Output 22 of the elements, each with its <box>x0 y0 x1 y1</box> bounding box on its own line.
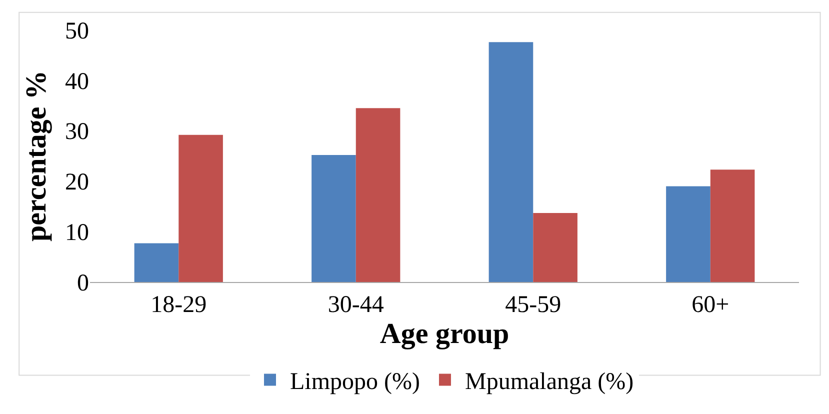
legend-label: Limpopo (%) <box>290 369 420 396</box>
bar <box>533 212 578 282</box>
x-tick-label: 60+ <box>692 292 730 318</box>
y-tick-label: 50 <box>65 18 89 44</box>
bar <box>710 170 755 282</box>
x-tick-label: 45-59 <box>505 292 562 318</box>
bar <box>488 42 534 282</box>
x-tick-label: 30-44 <box>328 292 384 318</box>
bar <box>134 243 179 282</box>
bar <box>356 108 400 282</box>
bar <box>666 186 710 282</box>
y-tick-label: 30 <box>65 119 89 146</box>
bar <box>178 134 223 282</box>
x-axis-title: Age group <box>380 318 510 350</box>
x-tick-label: 18-29 <box>150 292 207 318</box>
bar <box>312 154 356 282</box>
legend-label: Mpumalanga (%) <box>464 369 634 396</box>
y-tick-label: 10 <box>65 220 89 246</box>
y-axis-title: percentage % <box>20 70 52 242</box>
y-tick-label: 0 <box>77 270 89 296</box>
y-tick-label: 40 <box>65 68 89 95</box>
y-tick-label: 20 <box>65 170 89 196</box>
